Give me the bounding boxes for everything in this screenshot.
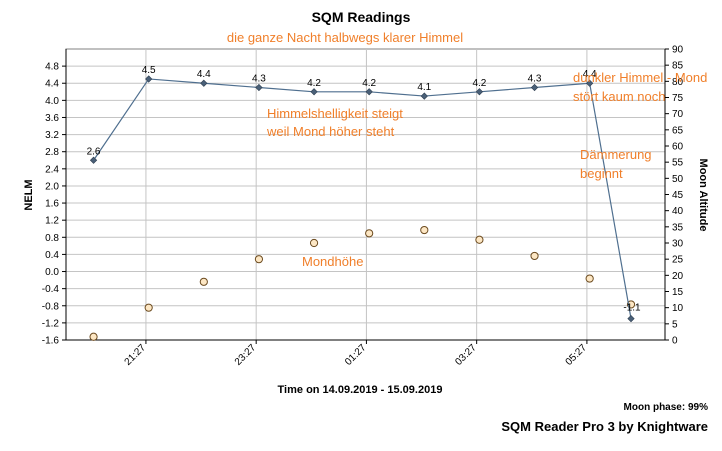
nelm-point: [310, 88, 318, 96]
y-tick-label: -0.8: [42, 301, 60, 312]
nelm-value-label: 4.2: [307, 78, 321, 89]
y-tick-label: 0.0: [45, 267, 59, 278]
nelm-value-label: 2.6: [87, 146, 101, 157]
y-tick-label: 0.8: [45, 233, 59, 244]
annotation-dawn-2: beginnt: [580, 166, 623, 181]
y2-tick-label: 20: [672, 271, 684, 282]
annotation-brightness-2: weil Mond höher steht: [266, 124, 395, 139]
chart-title: SQM Readings: [312, 9, 411, 25]
moon-altitude-point: [309, 238, 319, 248]
y2-tick-label: 55: [672, 158, 684, 169]
nelm-point: [200, 79, 208, 87]
y2-tick-label: 70: [672, 109, 684, 120]
moon-phase-text: Moon phase: 99%: [623, 402, 708, 413]
y2-tick-label: 80: [672, 77, 684, 88]
y-tick-label: 2.8: [45, 147, 59, 158]
y2-tick-label: 50: [672, 174, 684, 185]
nelm-value-label: -1.1: [623, 303, 641, 314]
nelm-value-label: 4.2: [362, 78, 376, 89]
nelm-point: [420, 92, 428, 100]
x-tick-label: 05:27: [564, 342, 590, 368]
x-tick-label: 03:27: [453, 342, 479, 368]
y2-tick-label: 60: [672, 142, 684, 153]
y2-tick-label: 90: [672, 45, 684, 56]
nelm-value-label: 4.3: [252, 74, 266, 85]
y-tick-label: 4.4: [45, 79, 59, 90]
annotation-moon-altitude: Mondhöhe: [302, 254, 363, 269]
y2-tick-label: 40: [672, 206, 684, 217]
y2-tick-label: 5: [672, 319, 678, 330]
nelm-point: [475, 88, 484, 96]
annotation-dark-sky-2: stört kaum noch: [573, 89, 666, 104]
y-tick-label: -1.6: [42, 336, 60, 347]
y-tick-label: 4.0: [45, 96, 59, 107]
nelm-point: [255, 83, 263, 92]
nelm-value-label: 4.3: [528, 74, 542, 85]
y2-tick-label: 0: [672, 336, 678, 347]
nelm-value-label: 4.2: [472, 78, 486, 89]
y-tick-label: 3.6: [45, 113, 59, 124]
y2-tick-label: 15: [672, 287, 684, 298]
annotation-dawn-1: Dämmerung: [580, 147, 652, 162]
moon-altitude-point: [365, 229, 374, 238]
y-tick-label: 2.0: [45, 181, 59, 192]
moon-altitude-point: [199, 277, 208, 286]
moon-altitude-point: [144, 303, 153, 312]
y-tick-label: 1.6: [45, 199, 59, 210]
nelm-point: [586, 79, 594, 87]
moon-altitude-point: [420, 225, 429, 235]
y-tick-label: 2.4: [45, 164, 59, 175]
nelm-value-label: 4.5: [142, 65, 156, 76]
x-axis-label: Time on 14.09.2019 - 15.09.2019: [278, 384, 443, 396]
x-tick-label: 01:27: [343, 342, 369, 368]
nelm-value-label: 4.4: [583, 69, 597, 80]
nelm-point: [530, 83, 539, 92]
plot-area: [65, 48, 666, 341]
y2-tick-label: 35: [672, 222, 684, 233]
credit-text: SQM Reader Pro 3 by Knightware: [501, 419, 708, 434]
annotation-dark-sky-1: dunkler Himmel - Mond: [573, 70, 707, 85]
nelm-point: [145, 75, 153, 83]
y2-tick-label: 85: [672, 61, 684, 72]
y-tick-label: -0.4: [42, 284, 60, 295]
y2-tick-label: 25: [672, 255, 684, 266]
moon-altitude-point: [475, 235, 484, 244]
nelm-value-label: 4.1: [417, 82, 431, 93]
x-tick-label: 23:27: [233, 342, 259, 368]
nelm-point: [365, 88, 373, 96]
y2-tick-label: 75: [672, 93, 684, 104]
moon-altitude-point: [530, 251, 539, 261]
y2-tick-label: 30: [672, 239, 684, 250]
y2-tick-label: 45: [672, 190, 684, 201]
x-tick-label: 21:27: [123, 342, 149, 368]
y-axis-label: NELM: [23, 179, 35, 210]
moon-altitude-point: [89, 332, 98, 341]
nelm-point: [89, 156, 98, 164]
y2-axis-label: Moon Altitude: [697, 159, 709, 232]
y-tick-label: 3.2: [45, 130, 59, 141]
moon-altitude-point: [585, 274, 594, 283]
nelm-point: [627, 314, 635, 323]
y-tick-label: 0.4: [45, 250, 59, 261]
y2-tick-label: 10: [672, 303, 684, 314]
annotation-brightness-1: Himmelshelligkeit steigt: [267, 106, 403, 121]
y-tick-label: -1.2: [42, 318, 60, 329]
y-tick-label: 1.2: [45, 216, 59, 227]
y2-tick-label: 65: [672, 125, 684, 136]
moon-altitude-point: [254, 255, 264, 264]
annotation-clear-sky: die ganze Nacht halbwegs klarer Himmel: [227, 30, 463, 45]
nelm-value-label: 4.4: [197, 69, 211, 80]
y-tick-label: 4.8: [45, 62, 59, 73]
